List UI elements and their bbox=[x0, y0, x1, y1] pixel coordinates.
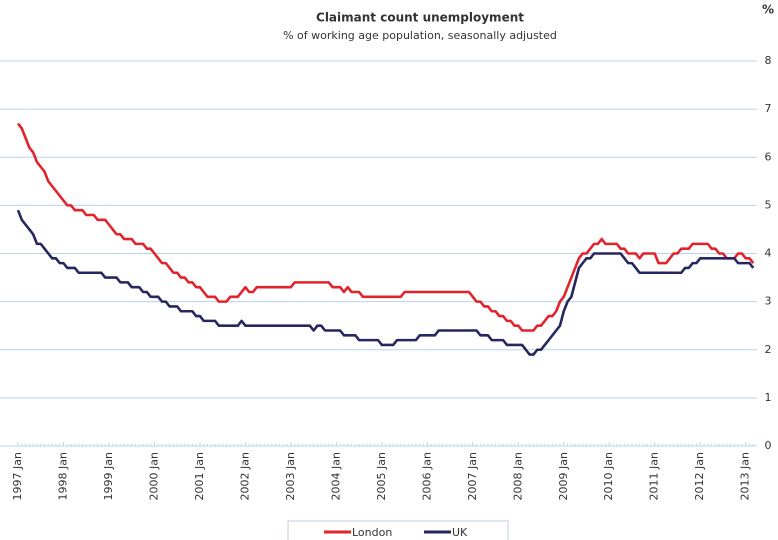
x-tick-label: 2005 Jan bbox=[375, 452, 388, 500]
y-tick-label: 8 bbox=[765, 54, 772, 67]
x-tick-label: 2000 Jan bbox=[147, 452, 160, 500]
x-tick-label: 2008 Jan bbox=[511, 452, 524, 500]
x-tick-label: 1997 Jan bbox=[11, 452, 24, 500]
x-tick-label: 2011 Jan bbox=[648, 452, 661, 500]
x-tick-label: 2006 Jan bbox=[420, 452, 433, 500]
legend-label: London bbox=[352, 526, 392, 539]
x-tick-label: 2007 Jan bbox=[466, 452, 479, 500]
y-tick-label: 7 bbox=[765, 102, 772, 115]
chart-title: Claimant count unemployment bbox=[316, 11, 524, 25]
x-tick-label: 2012 Jan bbox=[693, 452, 706, 500]
series-line bbox=[16, 122, 755, 332]
x-tick-label: 2002 Jan bbox=[238, 452, 251, 500]
x-tick-label: 1999 Jan bbox=[102, 452, 115, 500]
y-tick-label: 0 bbox=[765, 439, 772, 452]
x-tick-label: 1998 Jan bbox=[56, 452, 69, 500]
y-tick-label: 1 bbox=[765, 391, 772, 404]
x-tick-label: 2013 Jan bbox=[739, 452, 752, 500]
x-tick-label: 2010 Jan bbox=[602, 452, 615, 500]
x-tick-label: 2001 Jan bbox=[193, 452, 206, 500]
series-line bbox=[16, 209, 755, 356]
legend-box bbox=[287, 520, 509, 540]
y-tick-label: 5 bbox=[765, 198, 772, 211]
x-tick-label: 2004 Jan bbox=[329, 452, 342, 500]
x-tick-label: 2003 Jan bbox=[284, 452, 297, 500]
y-axis-label: % bbox=[762, 3, 774, 17]
y-tick-label: 4 bbox=[765, 247, 772, 260]
y-tick-label: 3 bbox=[765, 295, 772, 308]
x-tick-label: 2009 Jan bbox=[557, 452, 570, 500]
y-tick-label: 6 bbox=[765, 150, 772, 163]
y-tick-label: 2 bbox=[765, 343, 772, 356]
legend-label: UK bbox=[452, 526, 468, 539]
chart-subtitle: % of working age population, seasonally … bbox=[283, 29, 557, 42]
